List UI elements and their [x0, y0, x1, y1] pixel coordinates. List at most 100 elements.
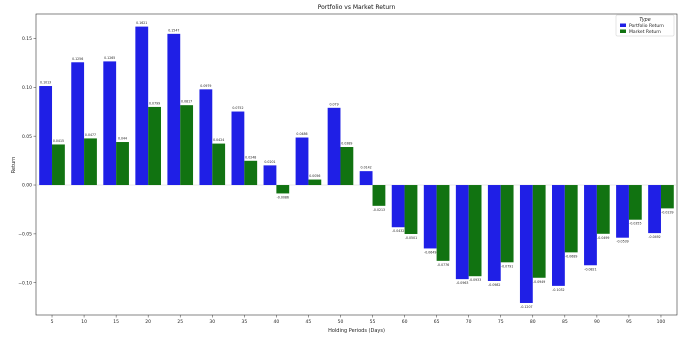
x-tick-label: 5 [51, 319, 54, 325]
bar-market-80 [532, 185, 546, 278]
bar-market-40 [276, 185, 290, 194]
y-axis: −0.10 −0.05 0.00 0.05 0.10 0.15 [18, 36, 36, 286]
x-tick-label: 25 [177, 319, 183, 325]
data-label-portfolio-80: -0.1207 [520, 305, 532, 309]
chart-title: Portfolio vs Market Return [318, 4, 396, 11]
data-label-market-40: -0.0086 [277, 195, 289, 199]
bar-portfolio-35 [231, 111, 245, 186]
x-tick-label: 90 [594, 319, 600, 325]
data-label-portfolio-50: 0.079 [329, 102, 338, 106]
data-label-portfolio-65: -0.0649 [424, 250, 436, 254]
data-label-market-65: -0.0776 [437, 263, 449, 267]
y-tick-label: 0.15 [22, 36, 32, 42]
bar-market-30 [212, 143, 226, 186]
bar-market-35 [244, 160, 258, 186]
bar-portfolio-5 [39, 86, 53, 186]
x-tick-label: 20 [145, 319, 151, 325]
data-label-market-70: -0.0933 [469, 278, 481, 282]
bar-portfolio-70 [455, 185, 469, 280]
bar-market-25 [180, 105, 194, 186]
data-label-portfolio-90: -0.0821 [584, 267, 596, 271]
bar-market-50 [340, 147, 354, 186]
bar-portfolio-40 [263, 165, 277, 186]
data-label-market-20: 0.0799 [149, 101, 160, 105]
data-label-market-90: -0.0499 [597, 236, 609, 240]
data-label-portfolio-40: 0.0201 [264, 160, 275, 164]
y-tick-label: −0.05 [18, 231, 32, 237]
data-label-market-50: 0.0389 [341, 142, 352, 146]
bar-market-90 [596, 185, 610, 234]
data-label-portfolio-35: 0.0752 [232, 106, 243, 110]
data-label-portfolio-85: -0.1032 [552, 288, 564, 292]
bar-market-55 [372, 185, 386, 206]
x-axis: 5 10 15 20 25 30 35 40 45 50 55 60 65 70 75 80 85 90 95 100 [51, 315, 666, 325]
bar-market-65 [436, 185, 450, 261]
data-label-market-15: 0.044 [118, 137, 127, 141]
y-axis-label: Return [11, 157, 17, 174]
y-tick-label: −0.10 [18, 280, 32, 286]
data-label-market-35: 0.0248 [245, 155, 256, 159]
bar-market-95 [628, 185, 642, 220]
data-label-portfolio-100: -0.0492 [648, 235, 660, 239]
data-label-market-10: 0.0477 [85, 133, 96, 137]
data-label-portfolio-10: 0.1256 [72, 57, 83, 61]
bar-market-75 [500, 185, 514, 263]
data-label-portfolio-60: -0.0432 [392, 229, 404, 233]
x-tick-label: 100 [657, 319, 666, 325]
bar-market-70 [468, 185, 482, 277]
bars [39, 26, 674, 303]
legend-swatch-market [620, 29, 626, 33]
bar-market-45 [308, 179, 322, 186]
x-tick-label: 95 [626, 319, 632, 325]
x-tick-label: 40 [274, 319, 280, 325]
y-tick-label: 0.00 [22, 183, 32, 189]
bar-market-10 [84, 138, 97, 186]
bar-portfolio-60 [391, 185, 405, 228]
bar-portfolio-95 [616, 185, 629, 238]
data-label-market-45: 0.0056 [309, 174, 320, 178]
bar-portfolio-20 [135, 26, 149, 186]
x-tick-label: 15 [113, 319, 119, 325]
bar-portfolio-15 [103, 61, 117, 186]
data-label-portfolio-15: 0.1265 [104, 56, 115, 60]
data-label-market-5: 0.0415 [53, 139, 64, 143]
plot-frame [35, 13, 678, 316]
x-tick-label: 70 [466, 319, 472, 325]
legend-title: Type [639, 17, 650, 23]
bar-portfolio-45 [295, 137, 309, 186]
data-label-portfolio-95: -0.0539 [616, 240, 628, 244]
x-tick-label: 45 [306, 319, 312, 325]
bar-portfolio-65 [423, 185, 437, 249]
x-tick-label: 85 [562, 319, 568, 325]
bar-market-20 [148, 106, 161, 186]
data-label-portfolio-30: 0.0979 [200, 84, 211, 88]
bar-portfolio-50 [327, 107, 341, 186]
x-tick-label: 80 [530, 319, 536, 325]
data-label-market-55: -0.0213 [373, 208, 385, 212]
y-tick-label: 0.10 [22, 85, 32, 91]
data-label-portfolio-45: 0.0486 [296, 132, 307, 136]
data-label-market-80: -0.0949 [533, 280, 545, 284]
legend-label-market: Market Return [629, 29, 661, 35]
data-label-market-25: 0.0817 [181, 100, 192, 104]
x-tick-label: 30 [209, 319, 215, 325]
x-tick-label: 60 [402, 319, 408, 325]
x-tick-label: 65 [434, 319, 440, 325]
bar-market-60 [404, 185, 418, 234]
x-tick-label: 35 [241, 319, 247, 325]
data-labels: 0.1013 0.1256 0.1265 0.1621 0.1547 0.0979 0.07… [40, 21, 674, 309]
data-label-portfolio-20: 0.1621 [136, 21, 147, 25]
data-label-portfolio-70: -0.0963 [456, 281, 468, 285]
bar-market-85 [564, 185, 578, 253]
legend-label-portfolio: Portfolio Return [629, 23, 664, 29]
data-label-market-75: -0.0791 [501, 264, 513, 268]
bar-portfolio-85 [552, 185, 565, 286]
bar-portfolio-90 [584, 185, 597, 266]
x-axis-label: Holding Periods (Days) [328, 328, 385, 334]
bar-market-100 [660, 185, 674, 209]
bar-portfolio-10 [71, 62, 85, 186]
bar-market-15 [116, 142, 129, 186]
bar-portfolio-25 [167, 33, 181, 186]
data-label-market-85: -0.0689 [565, 254, 577, 258]
